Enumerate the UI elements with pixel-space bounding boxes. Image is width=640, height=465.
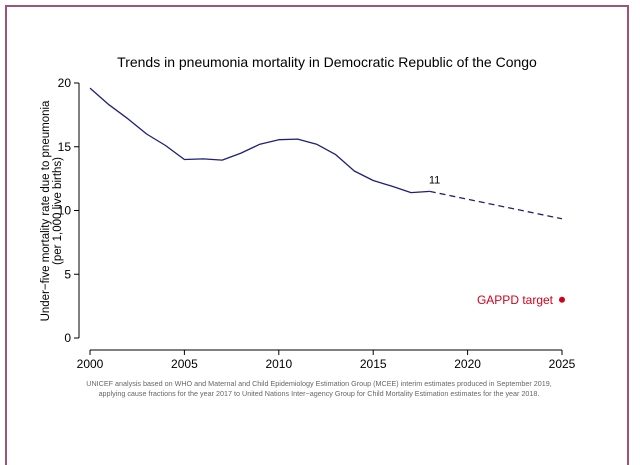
plot-area: 11 GAPPD target xyxy=(89,87,565,307)
data-label: 11 xyxy=(429,174,440,186)
x-tick-label: 2000 xyxy=(77,357,104,371)
chart-frame xyxy=(5,5,629,465)
y-axis-title: Under−five mortality rate due to pneumon… xyxy=(40,100,64,321)
y-tick-label: 20 xyxy=(58,76,72,90)
y-axis-title-line-2: (per 1,000 live births) xyxy=(52,157,64,265)
x-tick-label: 2005 xyxy=(171,357,198,371)
y-axis-title-line-1: Under−five mortality rate due to pneumon… xyxy=(40,100,52,321)
y-tick-label: 5 xyxy=(64,267,71,281)
y-tick-label: 10 xyxy=(58,204,72,218)
y-tick-label: 0 xyxy=(64,331,71,345)
x-tick-label: 2010 xyxy=(265,357,292,371)
footnote-line-1: UNICEF analysis based on WHO and Materna… xyxy=(86,379,551,388)
footnote-line-2: applying cause fractions for the year 20… xyxy=(99,389,540,398)
projection-line xyxy=(429,190,563,220)
x-tick-label: 2025 xyxy=(549,357,576,371)
x-tick-label: 2020 xyxy=(454,357,481,371)
target-point xyxy=(559,296,565,303)
chart-title: Trends in pneumonia mortality in Democra… xyxy=(117,54,537,70)
target-label: GAPPD target xyxy=(477,293,554,307)
trend-line xyxy=(89,87,430,194)
chart-canvas: Trends in pneumonia mortality in Democra… xyxy=(40,54,576,398)
axes: 0 5 10 15 20 2000 2005 2010 2015 2020 2025 xyxy=(58,76,576,371)
source-footnote: UNICEF analysis based on WHO and Materna… xyxy=(86,379,551,398)
x-tick-label: 2015 xyxy=(360,357,387,371)
y-tick-label: 15 xyxy=(58,140,72,154)
